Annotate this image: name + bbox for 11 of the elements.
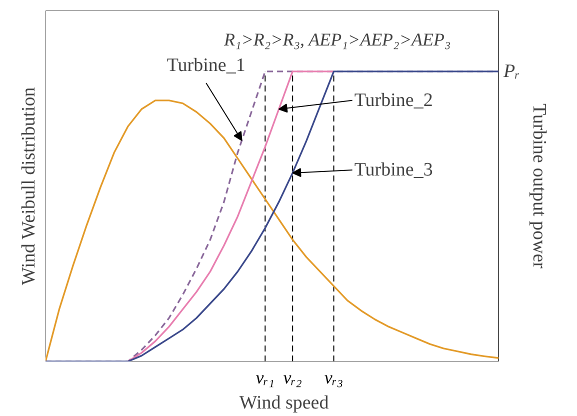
text: R₁>R₂>R₃, AEP₁>AEP₂>AEP₃ [222,30,451,50]
x-tick-label: vᵣ₁ [256,368,274,388]
text: Pᵣ [502,60,520,82]
y2-axis-title: Turbine output power [528,103,550,270]
x-axis-title: Wind speed [239,392,330,414]
text: Turbine_3 [354,160,433,181]
series-label: Turbine_1 [166,55,246,76]
y-axis-title: Wind Weibull distribution [18,86,40,286]
series-label: Turbine_2 [354,90,433,111]
x-tick-label: vᵣ₃ [324,368,344,388]
x-tick-label: vᵣ₂ [283,368,302,388]
